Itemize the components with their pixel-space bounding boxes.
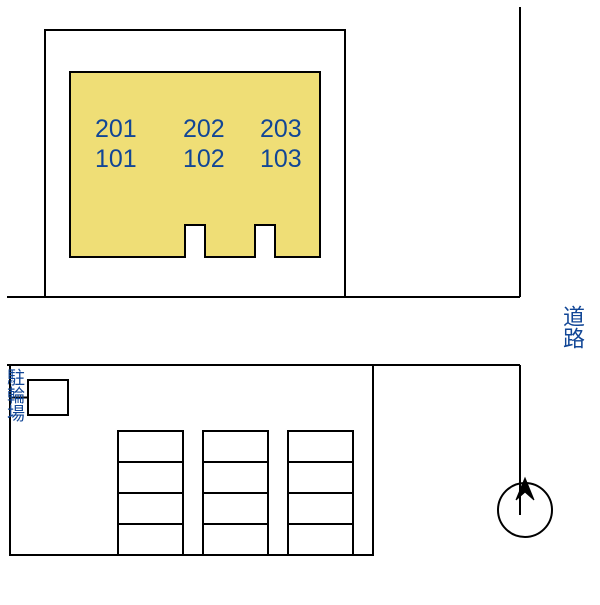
road-label: 道路 (556, 305, 588, 349)
site-plan: 201 202 203 101 102 103 道路 駐輪場 (0, 0, 600, 600)
room-201: 201 (95, 115, 137, 144)
room-103: 103 (260, 145, 302, 174)
room-203: 203 (260, 115, 302, 144)
bike-parking-label: 駐輪場 (2, 368, 28, 422)
room-102: 102 (183, 145, 225, 174)
room-202: 202 (183, 115, 225, 144)
room-101: 101 (95, 145, 137, 174)
plan-svg (0, 0, 600, 600)
